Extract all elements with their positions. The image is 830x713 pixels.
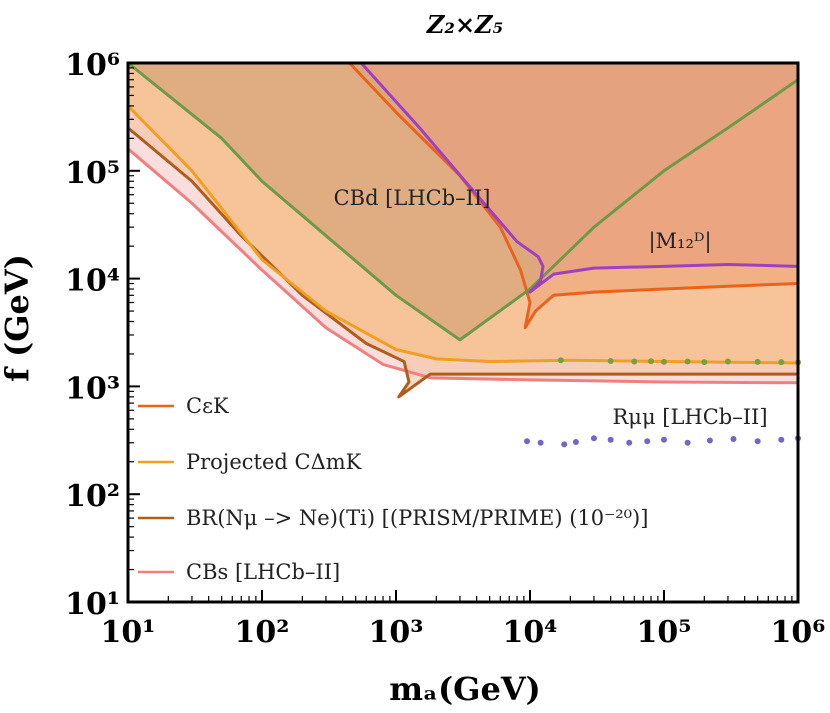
y-tick-label: 10⁵: [65, 156, 120, 191]
annotation-rmumu: Rμμ [LHCb–II]: [612, 405, 767, 429]
point-projected-c-m-k-band: [607, 358, 614, 365]
point-projected-c-m-k-band: [754, 358, 761, 365]
plot-frame: [126, 61, 800, 604]
legend-label-br-n-mu: BR(Nμ –> Ne)(Ti) [(PRISM/PRIME) (10⁻²⁰)]: [186, 506, 648, 530]
exclusion-regions: [128, 63, 798, 397]
point-r-lhcb-ii: [590, 435, 597, 442]
legend-label-epsilon-k: CεK: [186, 394, 229, 418]
point-r-lhcb-ii: [524, 438, 531, 445]
annotation-cbd: CBd [LHCb–II]: [334, 186, 491, 210]
point-r-lhcb-ii: [537, 439, 544, 446]
x-tick-label: 10³: [369, 615, 424, 650]
x-tick-label: 10⁶: [771, 615, 826, 650]
point-r-lhcb-ii: [706, 437, 713, 444]
y-tick-label: 10³: [65, 371, 120, 406]
point-r-lhcb-ii: [572, 438, 579, 445]
y-tick-label: 10¹: [65, 587, 120, 622]
x-tick-label: 10⁴: [503, 615, 558, 650]
point-r-lhcb-ii: [684, 439, 691, 446]
point-r-lhcb-ii: [561, 441, 568, 448]
y-axis-title: f (GeV): [0, 254, 36, 382]
curve-br-n-ne-ti-prism-prime-10-20: [127, 126, 798, 399]
point-projected-c-m-k-band: [557, 357, 564, 364]
legend-label-projected-dmk: Projected CΔmK: [186, 450, 362, 474]
point-projected-c-m-k-band: [684, 358, 691, 365]
y-tick-label: 10²: [65, 479, 120, 514]
boundary-curves: [126, 61, 799, 399]
point-r-lhcb-ii: [607, 436, 614, 443]
x-tick-label: 10²: [235, 615, 290, 650]
point-projected-c-m-k-band: [701, 359, 708, 366]
curve-c-b-d-lhcb-ii: [127, 61, 799, 342]
x-tick-label: 10¹: [101, 615, 156, 650]
point-r-lhcb-ii: [644, 438, 651, 445]
point-r-lhcb-ii: [626, 439, 633, 446]
point-projected-c-m-k-band: [631, 358, 638, 365]
x-axis-title: mₐ(GeV): [389, 670, 541, 708]
point-r-lhcb-ii: [730, 436, 737, 443]
point-r-lhcb-ii: [754, 438, 761, 445]
point-projected-c-m-k-band: [778, 359, 785, 366]
point-projected-c-m-k-band: [648, 358, 655, 365]
curve-projected-c-m-k: [126, 104, 799, 365]
y-tick-label: 10⁴: [65, 264, 120, 299]
chart-title: Z₂×Z₅: [426, 10, 503, 39]
curve-c-b-s-lhcb-ii: [127, 147, 799, 385]
legend: CεK Projected CΔmK BR(Nμ –> Ne)(Ti) [(PR…: [138, 394, 648, 584]
point-projected-c-m-k-band: [661, 358, 667, 365]
axis-ticks: 10¹ 10² 10³ 10⁴ 10⁵ 10⁶ 10¹ 10² 10³ 10⁴ 10⁵ 10⁶: [65, 48, 825, 650]
point-projected-c-m-k-band: [724, 358, 731, 365]
point-r-lhcb-ii: [778, 436, 785, 443]
annotation-m12d: |M₁₂ᴰ|: [648, 229, 711, 254]
curve-m-12-d: [360, 61, 799, 294]
x-tick-label: 10⁵: [637, 615, 692, 650]
y-tick-label: 10⁶: [65, 48, 120, 83]
legend-label-cbs: CBs [LHCb–II]: [186, 560, 340, 584]
scatter-points: [524, 357, 801, 448]
point-r-lhcb-ii: [661, 436, 667, 443]
